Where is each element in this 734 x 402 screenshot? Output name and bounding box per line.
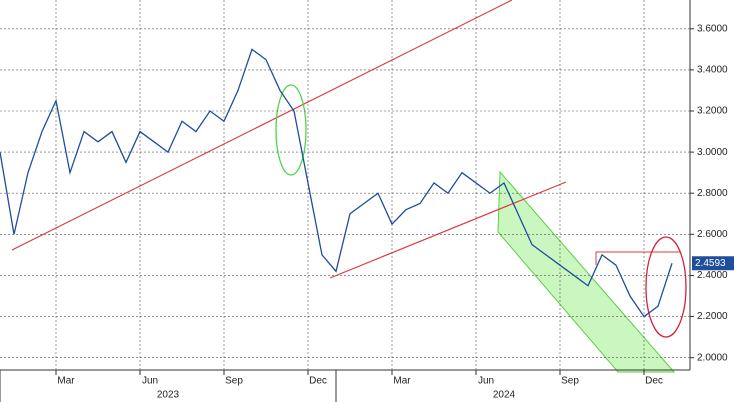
highlight-ellipse [275, 84, 307, 176]
y-tick-label: 2.0000 [697, 352, 728, 363]
level-line [595, 251, 680, 265]
x-tick-label: Sep [561, 376, 579, 387]
channel [497, 170, 676, 373]
x-tick-label: Jun [142, 376, 158, 387]
x-tick-label: Mar [393, 376, 411, 387]
x-tick-label: Mar [57, 376, 75, 387]
price-line [0, 48, 673, 318]
y-tick-label: 3.6000 [697, 23, 728, 34]
y-tick-label: 3.2000 [697, 106, 728, 117]
y-tick-label: 2.6000 [697, 229, 728, 240]
last-value-label: 2.4593 [695, 258, 726, 269]
trend-line [11, 0, 513, 251]
x-tick-label: Dec [309, 376, 327, 387]
y-tick-label: 2.8000 [697, 188, 728, 199]
x-tick-label: Dec [645, 376, 663, 387]
trend-line [329, 181, 567, 279]
y-tick-label: 2.2000 [697, 311, 728, 322]
year-label: 2023 [157, 390, 180, 401]
x-tick-label: Jun [478, 376, 494, 387]
y-tick-label: 2.4000 [697, 270, 728, 281]
y-tick-label: 3.4000 [697, 65, 728, 76]
last-value-box [692, 256, 734, 271]
year-label: 2024 [493, 390, 516, 401]
highlight-ellipse [645, 236, 687, 338]
y-tick-label: 3.0000 [697, 147, 728, 158]
x-tick-label: Sep [225, 376, 243, 387]
